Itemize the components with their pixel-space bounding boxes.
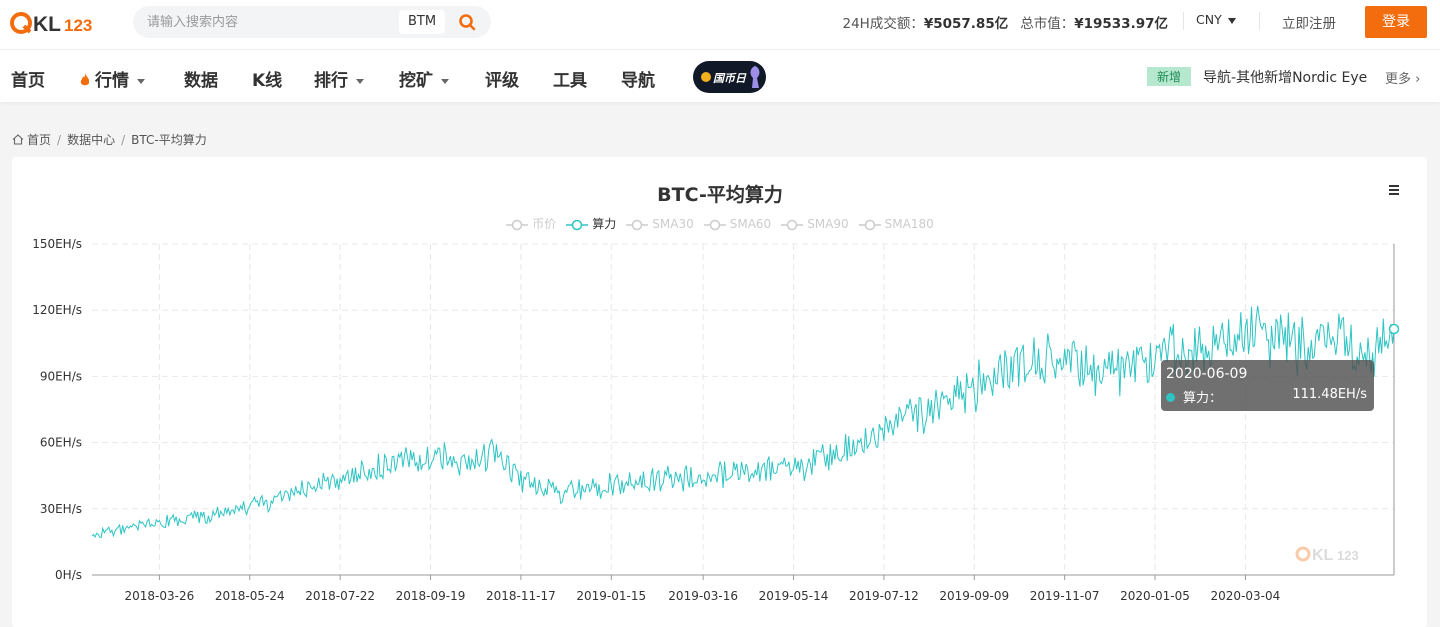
nav-rank[interactable]: 排行	[314, 66, 364, 91]
chevron-down-icon	[356, 78, 364, 84]
promo-banner[interactable]: 国币日	[693, 61, 766, 93]
search-icon[interactable]	[458, 13, 476, 31]
chevron-down-icon	[441, 78, 449, 84]
chart-title: BTC-平均算力	[657, 184, 783, 206]
svg-text:123: 123	[64, 16, 92, 35]
promo-label: 国币日	[713, 72, 746, 85]
svg-text:KL: KL	[1312, 547, 1334, 564]
mcap-value: ¥19533.97亿	[1074, 16, 1168, 32]
breadcrumb-home[interactable]: 首页	[27, 133, 52, 147]
legend-label: 币价	[532, 217, 557, 231]
legend-item[interactable]: SMA180	[858, 217, 934, 231]
svg-text:123: 123	[1337, 548, 1359, 563]
volume-label: 24H成交额：	[842, 16, 924, 32]
legend-item[interactable]: SMA90	[781, 217, 849, 231]
login-button[interactable]: 登录	[1365, 6, 1427, 38]
more-link[interactable]: 更多 ›	[1385, 68, 1420, 87]
nav-home[interactable]: 首页	[11, 71, 45, 91]
volume-value: ¥5057.85亿	[923, 16, 1009, 32]
coin-icon	[701, 72, 711, 82]
legend-label: SMA30	[652, 217, 694, 231]
nav-market[interactable]: 行情	[80, 66, 145, 91]
legend-label: 算力	[592, 217, 617, 231]
breadcrumb-current: BTC-平均算力	[131, 133, 207, 147]
nav-kline[interactable]: K线	[252, 71, 283, 91]
top-bar: KL 123 BTM 24H成交额：¥5057.85亿总市值：¥19533.97…	[0, 0, 1440, 50]
news-text: 导航-其他新增Nordic Eye	[1203, 70, 1368, 86]
breadcrumb: 首页 / 数据中心 / BTC-平均算力	[12, 131, 207, 148]
chevron-down-icon	[137, 78, 145, 84]
legend-label: SMA180	[884, 217, 934, 231]
legend-item[interactable]: 币价	[506, 215, 556, 232]
chart-legend: 币价 算力 SMA30 SMA60 SMA90 SMA180	[0, 215, 1440, 232]
legend-label: SMA90	[807, 217, 849, 231]
main-nav: 首页 行情 数据 K线 排行 挖矿 评级 工具 导航 国币日 新增 导航-其他新增…	[0, 50, 1440, 102]
chevron-right-icon: ›	[1415, 72, 1421, 87]
legend-label: SMA60	[729, 217, 772, 231]
search-bar: BTM	[133, 6, 491, 38]
fire-icon	[80, 73, 90, 86]
legend-marker-icon	[566, 219, 589, 231]
mcap-label: 总市值：	[1020, 16, 1075, 32]
mascot-icon	[750, 66, 760, 88]
nav-mining[interactable]: 挖矿	[399, 66, 449, 91]
market-stats: 24H成交额：¥5057.85亿 总市值：¥19533.97亿	[842, 12, 1168, 32]
breadcrumb-data-center[interactable]: 数据中心	[67, 133, 116, 147]
nav-market-label: 行情	[95, 71, 129, 91]
tooltip-value: 111.48EH/s	[1292, 387, 1367, 402]
legend-marker-icon	[781, 219, 804, 231]
nav-rank-label: 排行	[314, 71, 348, 91]
currency-label: CNY	[1196, 12, 1222, 27]
nav-mining-label: 挖矿	[399, 71, 433, 91]
legend-item[interactable]: SMA60	[703, 217, 772, 231]
more-label: 更多	[1385, 72, 1412, 87]
news-tag: 新增	[1147, 67, 1192, 86]
legend-item[interactable]: 算力	[566, 215, 616, 232]
register-link[interactable]: 立即注册	[1259, 12, 1336, 32]
chart-tooltip: 2020-06-09 算力： 111.48EH/s	[1161, 360, 1374, 411]
home-icon	[12, 134, 24, 145]
tooltip-date: 2020-06-09	[1166, 366, 1248, 382]
nav-rating[interactable]: 评级	[485, 71, 519, 91]
series-dot-icon	[1166, 393, 1175, 402]
legend-item[interactable]: SMA30	[626, 217, 694, 231]
nav-tools[interactable]: 工具	[553, 71, 587, 91]
menu-icon[interactable]	[1387, 183, 1401, 197]
tooltip-series: 算力：	[1183, 391, 1223, 406]
currency-select[interactable]: CNY	[1183, 12, 1236, 30]
hot-coin-tag[interactable]: BTM	[399, 10, 446, 34]
watermark-logo: KL 123	[1295, 546, 1359, 564]
nav-data[interactable]: 数据	[184, 71, 218, 91]
news-ticker[interactable]: 新增 导航-其他新增Nordic Eye	[1147, 67, 1367, 87]
svg-text:KL: KL	[33, 13, 61, 36]
legend-marker-icon	[626, 219, 649, 231]
nav-guide[interactable]: 导航	[621, 71, 655, 91]
legend-marker-icon	[506, 219, 529, 231]
chevron-down-icon	[1227, 17, 1236, 24]
search-input[interactable]	[147, 12, 387, 32]
qkl123-logo[interactable]: KL 123	[10, 10, 106, 36]
legend-marker-icon	[703, 219, 726, 231]
legend-marker-icon	[858, 219, 881, 231]
